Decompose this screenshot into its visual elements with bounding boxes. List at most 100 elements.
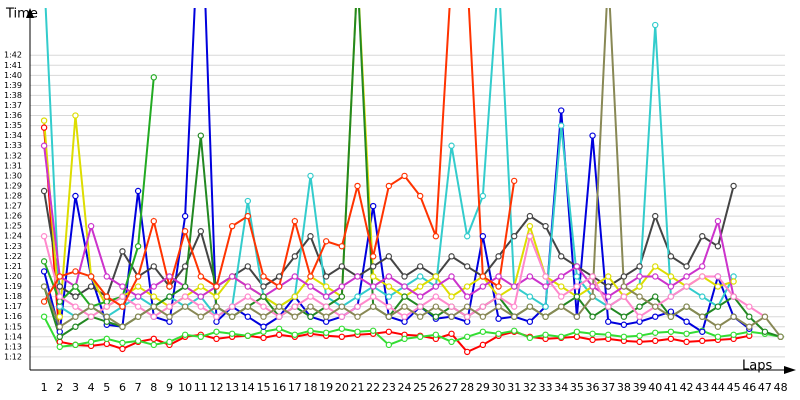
lap-marker bbox=[573, 333, 581, 341]
lap-marker bbox=[683, 330, 690, 337]
lap-marker bbox=[385, 273, 393, 280]
x-tick-label: 22 bbox=[366, 381, 380, 394]
x-tick-label: 45 bbox=[727, 381, 741, 394]
x-tick-label: 46 bbox=[742, 381, 756, 394]
lap-marker bbox=[134, 273, 142, 280]
lap-marker bbox=[761, 328, 769, 335]
lap-marker bbox=[699, 293, 706, 300]
lap-marker bbox=[652, 337, 659, 345]
lap-marker bbox=[56, 298, 63, 305]
lap-marker bbox=[479, 328, 487, 335]
y-tick-label: 1:35 bbox=[4, 121, 22, 130]
y-tick-label: 1:29 bbox=[4, 181, 22, 190]
x-tick-label: 12 bbox=[209, 381, 223, 394]
lap-marker bbox=[72, 268, 79, 275]
x-tick-label: 21 bbox=[351, 381, 365, 394]
lap-marker bbox=[573, 313, 581, 320]
series-line bbox=[43, 8, 516, 309]
lap-marker bbox=[636, 263, 643, 270]
lap-marker bbox=[369, 273, 377, 280]
lap-marker bbox=[699, 233, 706, 240]
x-tick-label: 31 bbox=[507, 381, 521, 394]
lap-marker bbox=[401, 318, 408, 325]
lap-marker bbox=[416, 293, 424, 300]
lap-marker bbox=[40, 187, 48, 195]
lap-marker bbox=[291, 331, 299, 338]
lap-marker bbox=[150, 217, 157, 225]
lap-marker bbox=[652, 313, 659, 320]
lap-marker bbox=[463, 303, 471, 310]
lap-marker bbox=[354, 328, 361, 335]
lap-marker bbox=[119, 303, 126, 310]
lap-marker bbox=[636, 283, 643, 290]
lap-marker bbox=[589, 283, 596, 290]
lap-marker bbox=[495, 303, 502, 310]
lap-marker bbox=[322, 293, 330, 300]
lap-marker bbox=[479, 303, 487, 310]
lap-marker bbox=[213, 328, 220, 335]
lap-marker bbox=[714, 303, 722, 310]
lap-marker bbox=[526, 293, 534, 300]
lap-marker bbox=[463, 263, 471, 270]
lap-marker bbox=[636, 332, 643, 340]
lap-marker bbox=[213, 283, 220, 290]
y-tick-label: 1:17 bbox=[4, 302, 22, 311]
lap-marker bbox=[730, 182, 737, 190]
lap-marker bbox=[119, 283, 126, 290]
lap-marker bbox=[322, 283, 330, 290]
lap-marker bbox=[416, 313, 424, 320]
lap-marker bbox=[103, 303, 110, 310]
x-tick-label: 24 bbox=[398, 381, 412, 394]
lap-marker bbox=[620, 321, 628, 328]
lap-marker bbox=[197, 333, 205, 341]
lap-marker bbox=[134, 337, 142, 345]
lap-marker bbox=[652, 303, 659, 310]
lap-marker bbox=[432, 313, 440, 320]
lap-marker bbox=[542, 303, 549, 310]
lap-marker bbox=[197, 132, 205, 139]
lap-marker bbox=[463, 348, 471, 356]
lap-marker bbox=[448, 293, 455, 300]
x-tick-label: 27 bbox=[445, 381, 459, 394]
y-tick-label: 1:42 bbox=[4, 51, 22, 60]
lap-marker bbox=[589, 313, 596, 320]
lap-marker bbox=[103, 298, 110, 305]
lap-marker bbox=[181, 303, 189, 310]
lap-marker bbox=[291, 293, 299, 300]
lap-marker bbox=[573, 283, 581, 290]
lap-marker bbox=[620, 313, 628, 320]
x-tick-label: 14 bbox=[241, 381, 255, 394]
lap-marker bbox=[636, 338, 643, 346]
lap-marker bbox=[495, 293, 502, 300]
lap-marker bbox=[166, 338, 173, 346]
lap-marker bbox=[746, 313, 753, 320]
lap-marker bbox=[636, 303, 643, 310]
lap-marker bbox=[369, 283, 377, 290]
y-tick-label: 1:14 bbox=[4, 332, 22, 341]
lap-marker bbox=[432, 303, 440, 310]
lap-marker bbox=[72, 341, 79, 349]
x-tick-label: 9 bbox=[166, 381, 173, 394]
lap-marker bbox=[573, 293, 581, 300]
lap-marker bbox=[683, 338, 690, 346]
lap-marker bbox=[558, 303, 565, 310]
lap-marker bbox=[134, 283, 142, 290]
x-tick-label: 18 bbox=[303, 381, 317, 394]
lap-marker bbox=[495, 315, 502, 322]
lap-marker bbox=[181, 212, 189, 220]
lap-marker bbox=[338, 333, 346, 341]
lap-marker bbox=[511, 313, 518, 320]
y-tick-label: 1:31 bbox=[4, 161, 22, 170]
lap-marker bbox=[589, 293, 596, 300]
lap-marker bbox=[244, 332, 252, 340]
lap-marker bbox=[228, 273, 236, 280]
lap-marker bbox=[605, 303, 612, 310]
lap-marker bbox=[432, 273, 440, 280]
lap-marker bbox=[385, 328, 393, 335]
lap-marker bbox=[275, 313, 283, 320]
y-axis-arrow bbox=[26, 8, 34, 18]
lap-marker bbox=[761, 313, 769, 320]
lap-marker bbox=[307, 327, 314, 334]
x-tick-label: 47 bbox=[758, 381, 772, 394]
lap-marker bbox=[479, 233, 487, 240]
